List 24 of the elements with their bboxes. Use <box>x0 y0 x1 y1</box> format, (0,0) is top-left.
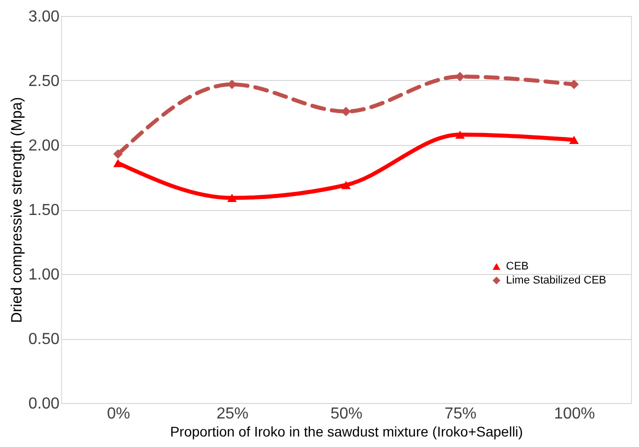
y-tick-label: 2.50 <box>28 73 60 90</box>
y-tick-label: 0.00 <box>28 396 60 412</box>
y-tick-label: 1.50 <box>28 202 60 219</box>
x-tick-label: 50% <box>330 406 363 422</box>
point <box>569 136 579 144</box>
legend-label: CEB <box>506 260 529 272</box>
y-tick-label: 0.50 <box>28 331 60 348</box>
point <box>113 149 123 159</box>
x-axis-title: Proportion of Iroko in the sawdust mixture (Iroko+Sapelli) <box>170 424 523 440</box>
point <box>341 180 351 190</box>
point <box>113 158 123 168</box>
point <box>341 106 351 116</box>
y-axis-title: Dried compressive strength (Mpa) <box>8 97 26 323</box>
x-tick-label: 25% <box>216 406 249 422</box>
y-tick-label: 2.00 <box>28 138 60 154</box>
x-tick-label: 0% <box>106 406 130 422</box>
y-tick-label: 1.00 <box>28 266 60 284</box>
point <box>569 80 579 90</box>
x-tick-label: 100% <box>554 406 595 422</box>
legend-label: Lime Stabilized CEB <box>506 274 606 286</box>
x-tick-label: 75% <box>444 406 477 422</box>
y-tick-label: 3.00 <box>28 8 60 26</box>
point <box>455 130 465 139</box>
point <box>227 194 237 202</box>
